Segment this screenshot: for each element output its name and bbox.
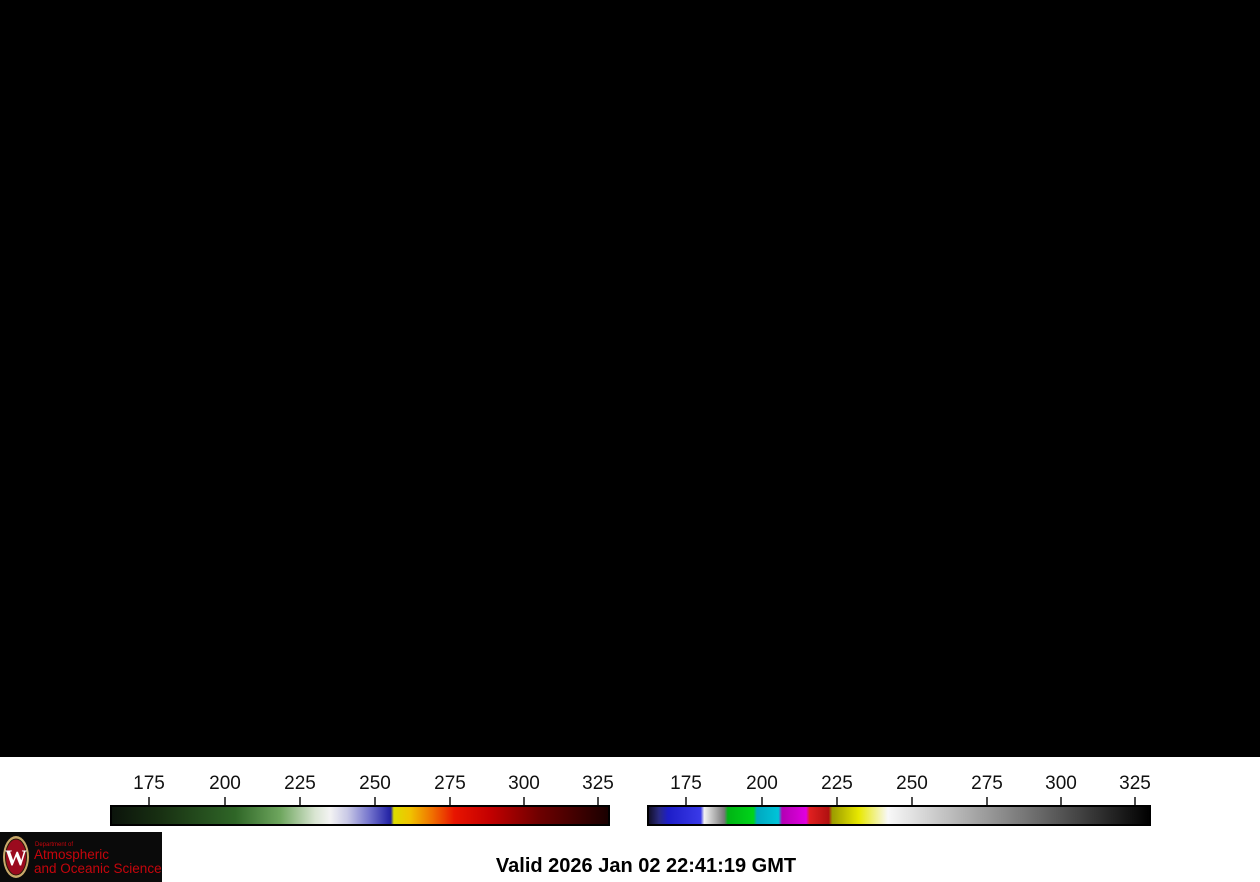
svg-text:Atmospheric: Atmospheric <box>34 847 109 862</box>
svg-text:W: W <box>5 845 27 870</box>
svg-text:Department of: Department of <box>35 842 73 848</box>
svg-text:and Oceanic Sciences: and Oceanic Sciences <box>34 861 162 876</box>
